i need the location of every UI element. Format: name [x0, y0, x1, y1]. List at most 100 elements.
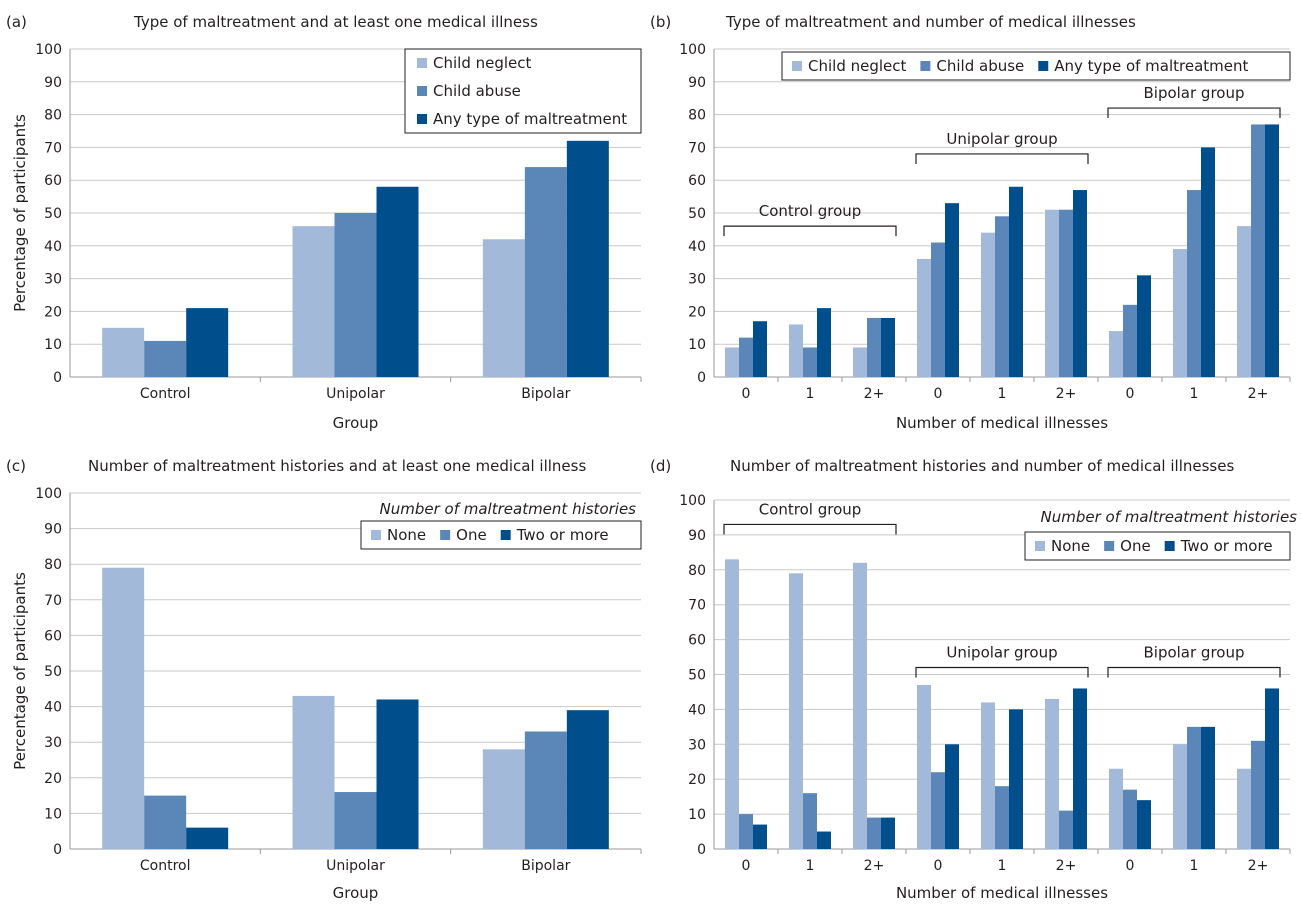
legend: Number of maltreatment histories None One T… — [360, 500, 642, 550]
bar — [1059, 209, 1073, 377]
y-tick-label: 40 — [688, 239, 706, 255]
y-tick-label: 70 — [44, 593, 62, 609]
bar — [945, 744, 959, 849]
bar — [376, 186, 419, 377]
x-tick-label: 1 — [1190, 386, 1199, 402]
group-label: Control group — [759, 500, 862, 518]
bar — [102, 327, 145, 377]
group-bracket — [1107, 666, 1281, 678]
y-tick-label: 10 — [688, 337, 706, 353]
bar — [1201, 147, 1215, 377]
bar — [917, 258, 931, 377]
bar — [292, 695, 335, 849]
y-tick-label: 20 — [688, 304, 706, 320]
y-tick-label: 70 — [688, 140, 706, 156]
x-tick-label: 0 — [934, 858, 943, 874]
bar — [376, 699, 419, 849]
bar — [186, 827, 229, 849]
group-label: Control group — [759, 202, 862, 220]
legend: Child neglect Child abuse Any type of malt… — [781, 51, 1291, 81]
legend: Number of maltreatment histories None One T… — [1024, 508, 1298, 561]
y-tick-label: 10 — [688, 807, 706, 823]
bar — [1137, 800, 1151, 849]
legend-label: Child abuse — [936, 57, 1024, 75]
y-tick-label: 70 — [688, 598, 706, 614]
y-tick-label: 100 — [679, 42, 706, 58]
panel-label: (a) — [6, 13, 27, 31]
x-tick-label: Unipolar — [326, 858, 385, 874]
legend: Child neglect Child abuse Any type of malt… — [404, 48, 642, 134]
legend-swatch — [1164, 541, 1175, 551]
y-tick-label: 30 — [44, 272, 62, 288]
chart-panel-c: (c) Number of maltreatment histories and … — [6, 457, 642, 902]
bar — [144, 795, 187, 849]
legend-box — [404, 48, 642, 134]
legend-swatch — [1104, 541, 1115, 551]
bar — [1073, 190, 1087, 377]
bar — [1237, 768, 1251, 849]
group-label: Bipolar group — [1143, 644, 1244, 662]
bar — [1123, 789, 1137, 849]
x-tick-label: 1 — [806, 386, 815, 402]
chart-panel-b: (b) Type of maltreatment and number of me… — [650, 13, 1291, 432]
y-tick-label: 90 — [44, 75, 62, 91]
x-tick-label: Control — [140, 858, 191, 874]
legend-swatch — [792, 61, 802, 71]
y-tick-label: 20 — [44, 771, 62, 787]
bar — [931, 772, 945, 849]
y-tick-label: 100 — [35, 486, 62, 502]
legend-swatch — [440, 530, 451, 540]
bar — [881, 317, 895, 377]
bar — [292, 226, 335, 377]
legend-box — [1024, 531, 1291, 561]
bar — [867, 317, 881, 377]
bar — [1045, 698, 1059, 849]
x-tick-label: 2+ — [1056, 858, 1077, 874]
x-axis-label: Group — [333, 414, 379, 432]
legend-title: Number of maltreatment histories — [1041, 508, 1298, 526]
legend-swatch — [1035, 541, 1045, 551]
bar — [1173, 249, 1187, 377]
y-tick-label: 90 — [44, 522, 62, 538]
y-tick-label: 80 — [688, 563, 706, 579]
y-tick-label: 100 — [679, 493, 706, 509]
bar — [524, 731, 567, 849]
chart-title: Number of maltreatment histories and at … — [88, 457, 586, 475]
bar — [853, 562, 867, 849]
y-tick-label: 40 — [44, 239, 62, 255]
group-bracket — [915, 153, 1089, 164]
chart-title: Number of maltreatment histories and num… — [730, 457, 1234, 475]
bar — [1201, 726, 1215, 849]
y-tick-label: 70 — [44, 140, 62, 156]
bar — [739, 814, 753, 849]
group-label: Bipolar group — [1143, 84, 1244, 102]
legend-label: One — [1120, 537, 1151, 555]
bar — [995, 786, 1009, 849]
y-tick-label: 100 — [35, 42, 62, 58]
x-tick-label: 2+ — [1248, 386, 1269, 402]
x-tick-label: 1 — [806, 858, 815, 874]
x-tick-label: Bipolar — [521, 386, 570, 402]
bar — [881, 817, 895, 849]
y-tick-label: 40 — [44, 700, 62, 716]
bar — [739, 337, 753, 377]
group-label: Unipolar group — [946, 644, 1057, 662]
legend-swatch — [417, 58, 427, 68]
bar — [867, 817, 881, 849]
bar — [334, 792, 377, 849]
chart-panel-d: (d) Number of maltreatment histories and … — [650, 457, 1297, 902]
bar — [981, 702, 995, 849]
panel-label: (b) — [650, 13, 671, 31]
bar — [1251, 740, 1265, 849]
bar — [931, 242, 945, 377]
panel-label: (d) — [650, 457, 671, 475]
legend-label: Child abuse — [433, 82, 521, 100]
chart-panel-a: (a) Type of maltreatment and at least one… — [6, 13, 642, 432]
legend-label: Two or more — [1180, 537, 1273, 555]
x-tick-label: 2+ — [864, 858, 885, 874]
legend-swatch — [500, 530, 511, 540]
x-tick-label: Control — [140, 386, 191, 402]
bar — [917, 684, 931, 849]
legend-swatch — [920, 61, 931, 71]
